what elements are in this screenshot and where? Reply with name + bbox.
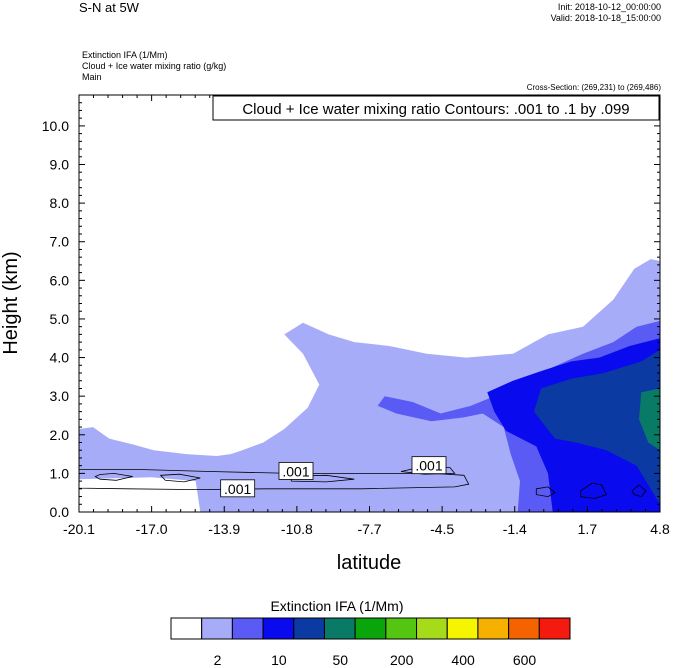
y-tick-label: 8.0 bbox=[50, 195, 70, 211]
y-tick-label: 7.0 bbox=[50, 234, 70, 250]
contour-line bbox=[159, 473, 201, 483]
contour-line bbox=[79, 469, 470, 491]
x-axis-label: latitude bbox=[337, 552, 402, 574]
colorbar-swatch bbox=[323, 617, 356, 640]
init-valid-times: Init: 2018-10-12_00:00:00 Valid: 2018-10… bbox=[551, 2, 661, 24]
colorbar-swatch bbox=[170, 617, 203, 640]
y-tick-label: 9.0 bbox=[50, 157, 70, 173]
chart-title-box bbox=[212, 95, 660, 121]
y-tick-label: 0.0 bbox=[50, 504, 70, 520]
x-tick-label: 4.8 bbox=[650, 521, 670, 537]
colorbar-swatch bbox=[385, 617, 418, 640]
colorbar-swatch bbox=[262, 617, 295, 640]
contour-label: .001 bbox=[415, 458, 442, 474]
y-tick-label: 10.0 bbox=[42, 118, 69, 134]
field-label-domain: Main bbox=[82, 72, 102, 82]
contour-label: .001 bbox=[224, 481, 251, 497]
y-tick-label: 4.0 bbox=[50, 350, 70, 366]
x-tick-label: -7.7 bbox=[357, 521, 381, 537]
contour-label-box bbox=[278, 462, 314, 480]
plot-title: S-N at 5W bbox=[79, 0, 139, 15]
cross-section-label: Cross-Section: (269,231) to (269,486) bbox=[526, 83, 661, 92]
x-tick-label: 1.7 bbox=[578, 521, 598, 537]
colorbar-swatch bbox=[354, 617, 387, 640]
contour-line bbox=[631, 484, 647, 498]
colorbar-swatch bbox=[538, 617, 571, 640]
colorbar-swatch bbox=[293, 617, 325, 640]
contour-line bbox=[535, 486, 556, 498]
colorbar-label: 10 bbox=[271, 652, 287, 668]
contour-line bbox=[580, 482, 607, 499]
colorbar-label: 600 bbox=[512, 652, 537, 668]
colorbar bbox=[170, 617, 571, 640]
x-tick-label: -13.9 bbox=[208, 521, 240, 537]
y-tick-label: 3.0 bbox=[50, 388, 70, 404]
field-label-extinction: Extinction IFA (1/Mm) bbox=[82, 50, 168, 60]
x-tick-label: -10.8 bbox=[281, 521, 313, 537]
contour-line bbox=[290, 474, 355, 483]
colorbar-swatch bbox=[231, 617, 264, 640]
field-label-mixing-ratio: Cloud + Ice water mixing ratio (g/kg) bbox=[82, 61, 227, 71]
y-tick-label: 1.0 bbox=[50, 465, 70, 481]
colorbar-label: 2 bbox=[213, 652, 222, 668]
colorbar-label: 200 bbox=[390, 652, 414, 668]
shaded-extinction-layer bbox=[79, 259, 660, 512]
contour-label-box bbox=[220, 479, 256, 498]
colorbar-title: Extinction IFA (1/Mm) bbox=[270, 598, 404, 614]
colorbar-swatch bbox=[477, 617, 510, 640]
colorbar-label: 50 bbox=[332, 652, 349, 668]
y-tick-label: 5.0 bbox=[50, 311, 70, 327]
colorbar-swatch bbox=[201, 617, 233, 640]
y-tick-label: 6.0 bbox=[50, 272, 70, 288]
x-tick-label: -20.1 bbox=[63, 521, 95, 537]
colorbar-swatch bbox=[508, 617, 540, 640]
chart-title: Cloud + Ice water mixing ratio Contours:… bbox=[242, 101, 629, 118]
contour-label-box bbox=[411, 456, 447, 475]
y-axis-label: Height (km) bbox=[0, 251, 22, 354]
contour-label: .001 bbox=[282, 463, 309, 479]
colorbar-swatch bbox=[416, 617, 448, 640]
init-time: Init: 2018-10-12_00:00:00 bbox=[557, 2, 661, 12]
colorbar-swatch bbox=[446, 617, 479, 640]
x-tick-label: -4.5 bbox=[430, 521, 454, 537]
x-tick-label: -1.4 bbox=[503, 521, 527, 537]
x-tick-label: -17.0 bbox=[136, 521, 168, 537]
contour-labels: .001 .001 .001 bbox=[220, 456, 447, 498]
valid-time: Valid: 2018-10-18_15:00:00 bbox=[550, 13, 661, 23]
y-tick-label: 2.0 bbox=[50, 427, 70, 443]
colorbar-label: 400 bbox=[451, 652, 475, 668]
contour-line bbox=[94, 472, 133, 481]
shaded-region-level-200-400 bbox=[534, 349, 660, 505]
